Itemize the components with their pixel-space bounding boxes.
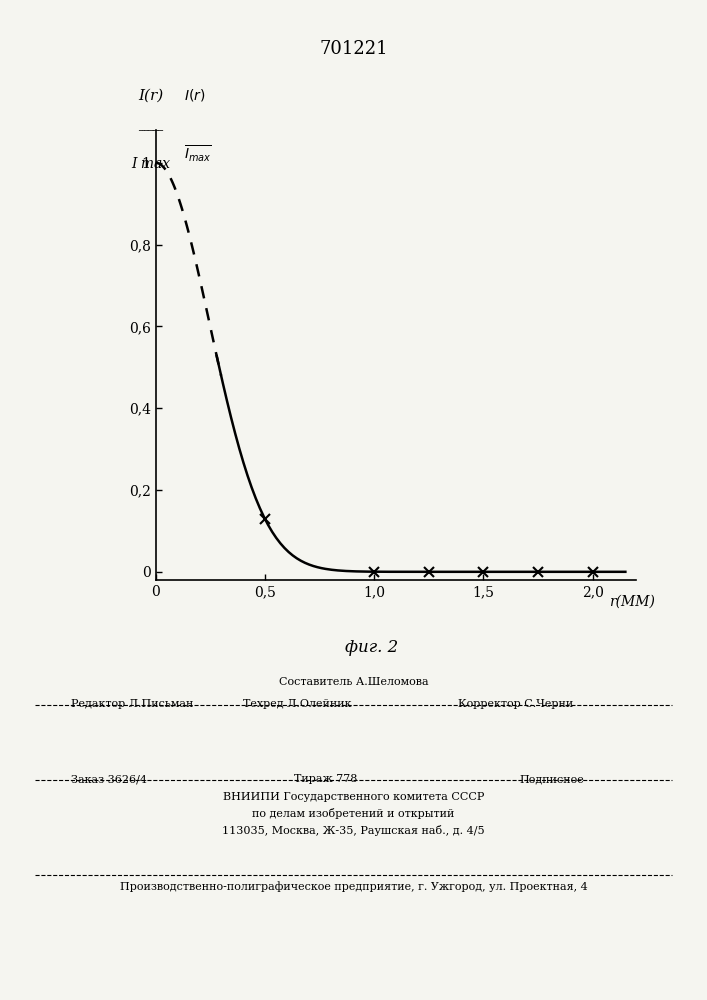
Text: по делам изобретений и открытий: по делам изобретений и открытий bbox=[252, 808, 455, 819]
Text: Техред Л.Олейник: Техред Л.Олейник bbox=[243, 699, 351, 709]
Text: Тираж 778: Тираж 778 bbox=[293, 774, 357, 784]
Text: I(r): I(r) bbox=[138, 89, 163, 103]
Text: 701221: 701221 bbox=[319, 40, 388, 58]
Text: Производственно-полиграфическое предприятие, г. Ужгород, ул. Проектная, 4: Производственно-полиграфическое предприя… bbox=[119, 881, 588, 892]
Text: Корректор С.Черни: Корректор С.Черни bbox=[458, 699, 574, 709]
Text: фиг. 2: фиг. 2 bbox=[345, 639, 399, 656]
Text: $I(r)$: $I(r)$ bbox=[185, 87, 206, 103]
Text: ВНИИПИ Государственного комитета СССР: ВНИИПИ Государственного комитета СССР bbox=[223, 792, 484, 802]
Text: Редактор Л.Письман: Редактор Л.Письман bbox=[71, 699, 193, 709]
Text: Составитель А.Шеломова: Составитель А.Шеломова bbox=[279, 677, 428, 687]
Text: r(MM): r(MM) bbox=[609, 594, 655, 608]
Text: ─────: ───── bbox=[139, 125, 163, 134]
Text: Заказ 3626/4: Заказ 3626/4 bbox=[71, 774, 146, 784]
Text: I max: I max bbox=[132, 157, 170, 171]
Text: $\overline{I_{max}}$: $\overline{I_{max}}$ bbox=[185, 143, 212, 164]
Text: 113035, Москва, Ж-35, Раушская наб., д. 4/5: 113035, Москва, Ж-35, Раушская наб., д. … bbox=[222, 825, 485, 836]
Text: Подписное: Подписное bbox=[519, 774, 584, 784]
